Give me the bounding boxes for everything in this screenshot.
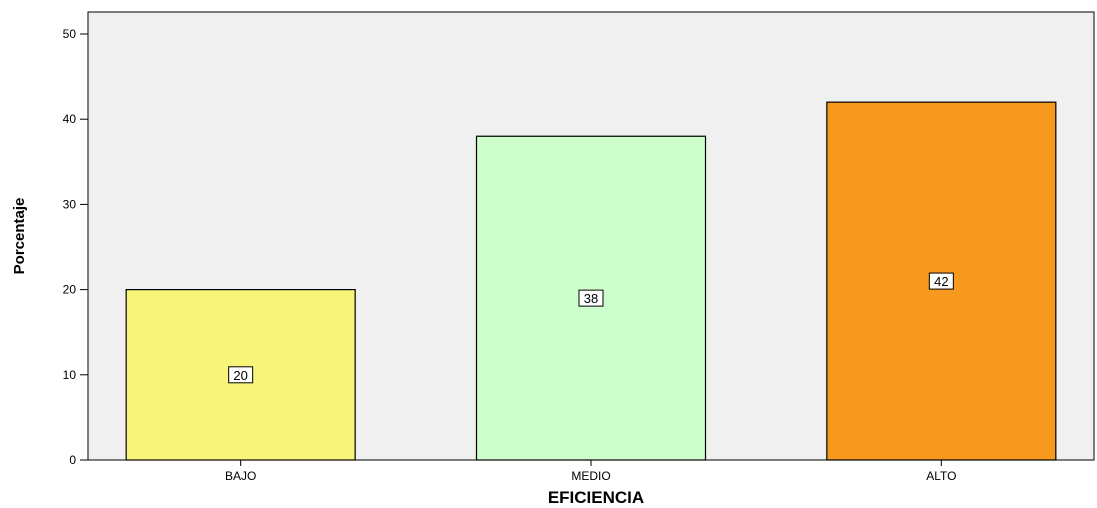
x-axis-label: EFICIENCIA (548, 488, 644, 507)
x-tick-label: BAJO (225, 469, 256, 483)
data-label: 42 (934, 274, 948, 289)
data-label-box (578, 289, 604, 307)
y-tick-label: 50 (63, 27, 77, 41)
data-label: 20 (233, 368, 247, 383)
y-tick-label: 10 (63, 368, 77, 382)
y-axis: 0 10 20 30 40 50 (63, 27, 88, 467)
data-label: 38 (584, 291, 598, 306)
data-label-box (928, 272, 954, 290)
y-tick-label: 0 (69, 453, 76, 467)
y-tick-label: 20 (63, 283, 77, 297)
y-tick-label: 40 (63, 112, 77, 126)
y-axis-label: Porcentaje (11, 198, 28, 275)
x-tick-label: MEDIO (571, 469, 610, 483)
y-tick-label: 30 (63, 197, 77, 211)
x-tick-label: ALTO (926, 469, 956, 483)
bars: 20 38 42 (125, 101, 1057, 461)
x-axis: BAJO MEDIO ALTO (225, 460, 956, 483)
data-label-box (228, 366, 254, 384)
